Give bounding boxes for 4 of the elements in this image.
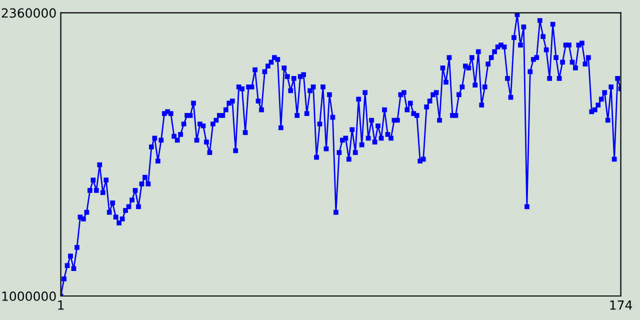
y-tick-label: 2360000 xyxy=(2,8,56,18)
x-tick-label: 174 xyxy=(610,300,632,310)
x-tick-label: 1 xyxy=(58,300,64,310)
y-tick-label: 1000000 xyxy=(2,291,56,301)
